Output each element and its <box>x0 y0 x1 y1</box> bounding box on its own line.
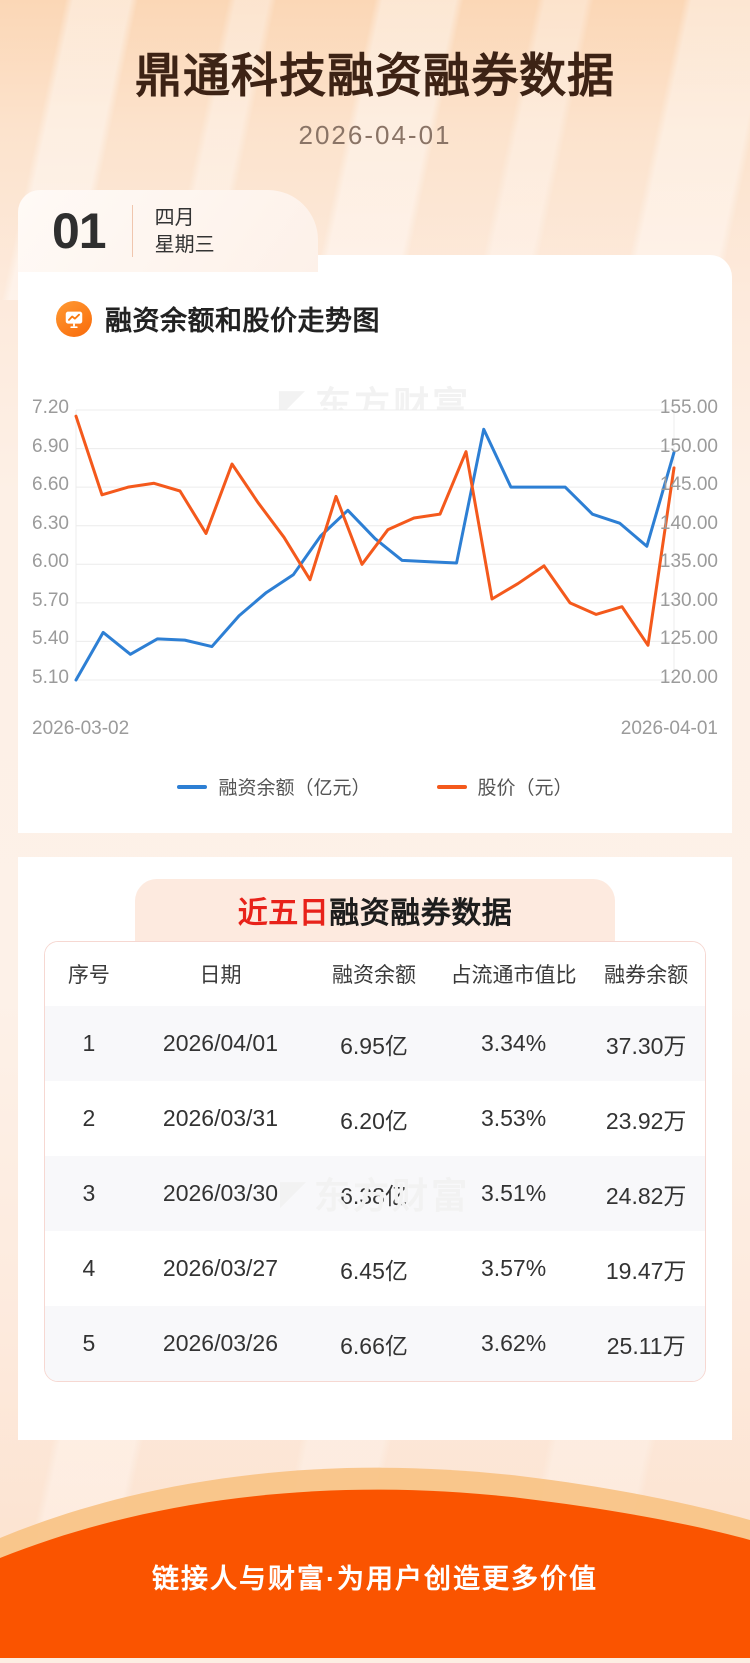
date-weekday: 星期三 <box>154 233 215 256</box>
page-title: 鼎通科技融资融券数据 <box>135 49 615 102</box>
x-axis-start-label: 2026-03-02 <box>32 718 130 739</box>
cell-date: 2026/04/01 <box>162 1030 279 1056</box>
cell-financing-balance: 6.38亿 <box>340 1182 408 1209</box>
cell-market-ratio: 3.53% <box>480 1105 547 1131</box>
chart-card: 融资余额和股价走势图 ◤ 东方财富 5.10 5.40 5.70 6.00 6.… <box>18 255 732 833</box>
y-right-tick: 145.00 <box>659 474 718 496</box>
table-title-rest: 融资融券数据 <box>329 897 513 930</box>
chart-plot: 5.10 5.40 5.70 6.00 6.30 6.60 6.90 7.20 … <box>18 358 732 799</box>
date-day: 01 <box>52 203 107 259</box>
table-row: 4 2026/03/27 6.45亿 3.57% 19.47万 <box>45 1231 705 1306</box>
chart-body: ◤ 东方财富 5.10 5.40 5.70 6.00 6.30 6.60 6.9… <box>18 358 732 799</box>
y-right-tick: 135.00 <box>659 551 718 573</box>
table-title-highlight: 近五日 <box>237 897 330 930</box>
cell-index: 2 <box>82 1105 96 1131</box>
date-divider <box>131 205 133 257</box>
y-left-tick: 5.10 <box>32 667 69 688</box>
footer-wave <box>0 1467 750 1658</box>
cell-date: 2026/03/27 <box>162 1255 279 1281</box>
y-left-tick: 5.40 <box>32 628 69 650</box>
legend-swatch <box>436 784 467 789</box>
y-right-tick: 140.00 <box>659 512 718 534</box>
data-table: 序号 日期 融资余额 占流通市值比 融券余额 1 2026/04/01 6.95… <box>44 941 706 1382</box>
cell-securities-balance: 25.11万 <box>606 1332 686 1359</box>
y-left-tick: 6.60 <box>32 474 69 496</box>
table-row: 2 2026/03/31 6.20亿 3.53% 23.92万 <box>45 1081 705 1156</box>
table-row: 5 2026/03/26 6.66亿 3.62% 25.11万 <box>45 1306 705 1381</box>
table-title-band: 近五日融资融券数据 <box>135 879 615 941</box>
y-left-tick: 6.00 <box>32 551 69 573</box>
chart-header: 融资余额和股价走势图 <box>18 255 732 338</box>
legend-item-price: 股价（元） <box>436 773 573 800</box>
chart-monitor-icon <box>56 300 92 337</box>
cell-index: 4 <box>82 1255 96 1281</box>
y-right-tick: 125.00 <box>659 628 718 650</box>
cell-financing-balance: 6.95亿 <box>340 1032 408 1059</box>
table-card: ◤ 东方财富 近五日融资融券数据 序号 日期 融资余额 占流通市值比 融券余额 … <box>18 857 732 1440</box>
cell-financing-balance: 6.45亿 <box>340 1257 408 1284</box>
cell-market-ratio: 3.34% <box>480 1030 547 1056</box>
legend-label: 融资余额（亿元） <box>218 778 371 799</box>
column-header-securities-balance: 融券余额 <box>604 964 689 987</box>
table-title: 近五日融资融券数据 <box>238 888 513 932</box>
y-left-tick: 6.30 <box>32 512 69 534</box>
legend-swatch <box>177 784 208 789</box>
cell-index: 1 <box>82 1030 96 1056</box>
legend-item-financing: 融资余额（亿元） <box>177 773 371 800</box>
y-right-tick: 150.00 <box>659 435 718 457</box>
cell-financing-balance: 6.20亿 <box>340 1107 408 1134</box>
date-month: 四月 <box>154 206 195 229</box>
cell-financing-balance: 6.66亿 <box>340 1332 408 1359</box>
y-left-tick: 5.70 <box>32 589 69 611</box>
cell-securities-balance: 19.47万 <box>605 1257 687 1284</box>
chart-legend: 融资余额（亿元） 股价（元） <box>18 773 732 800</box>
page-header: 鼎通科技融资融券数据 2026-04-01 <box>0 0 750 175</box>
page-date: 2026-04-01 <box>298 120 452 150</box>
table-row: 3 2026/03/30 6.38亿 3.51% 24.82万 <box>45 1156 705 1231</box>
y-right-tick: 120.00 <box>659 667 718 688</box>
footer-slogan: 链接人与财富·为用户创造更多价值 <box>152 1564 598 1594</box>
legend-label: 股价（元） <box>477 778 573 799</box>
cell-date: 2026/03/31 <box>162 1105 279 1131</box>
table-row: 1 2026/04/01 6.95亿 3.34% 37.30万 <box>45 1006 705 1081</box>
column-header-financing-balance: 融资余额 <box>332 964 416 987</box>
cell-securities-balance: 23.92万 <box>605 1107 687 1134</box>
cell-date: 2026/03/30 <box>162 1180 279 1206</box>
page-footer: 链接人与财富·为用户创造更多价值 <box>0 1428 750 1658</box>
cell-securities-balance: 37.30万 <box>605 1032 687 1059</box>
date-card: 01 四月 星期三 <box>18 190 318 272</box>
column-header-market-ratio: 占流通市值比 <box>450 964 577 987</box>
x-axis-end-label: 2026-04-01 <box>620 718 718 739</box>
chart-svg <box>74 409 676 682</box>
y-right-tick: 130.00 <box>659 589 718 611</box>
chart-title: 融资余额和股价走势图 <box>105 306 380 336</box>
cell-market-ratio: 3.51% <box>480 1180 547 1206</box>
y-left-tick: 7.20 <box>32 397 69 418</box>
column-header-date: 日期 <box>199 964 242 987</box>
table-header-row: 序号 日期 融资余额 占流通市值比 融券余额 <box>45 942 705 1006</box>
column-header-index: 序号 <box>67 964 110 987</box>
cell-index: 3 <box>82 1180 96 1206</box>
cell-securities-balance: 24.82万 <box>605 1182 687 1209</box>
cell-date: 2026/03/26 <box>162 1330 279 1356</box>
cell-market-ratio: 3.62% <box>480 1330 547 1356</box>
y-left-tick: 6.90 <box>32 435 69 457</box>
y-right-tick: 155.00 <box>659 397 718 418</box>
cell-index: 5 <box>82 1330 96 1356</box>
cell-market-ratio: 3.57% <box>480 1255 547 1281</box>
